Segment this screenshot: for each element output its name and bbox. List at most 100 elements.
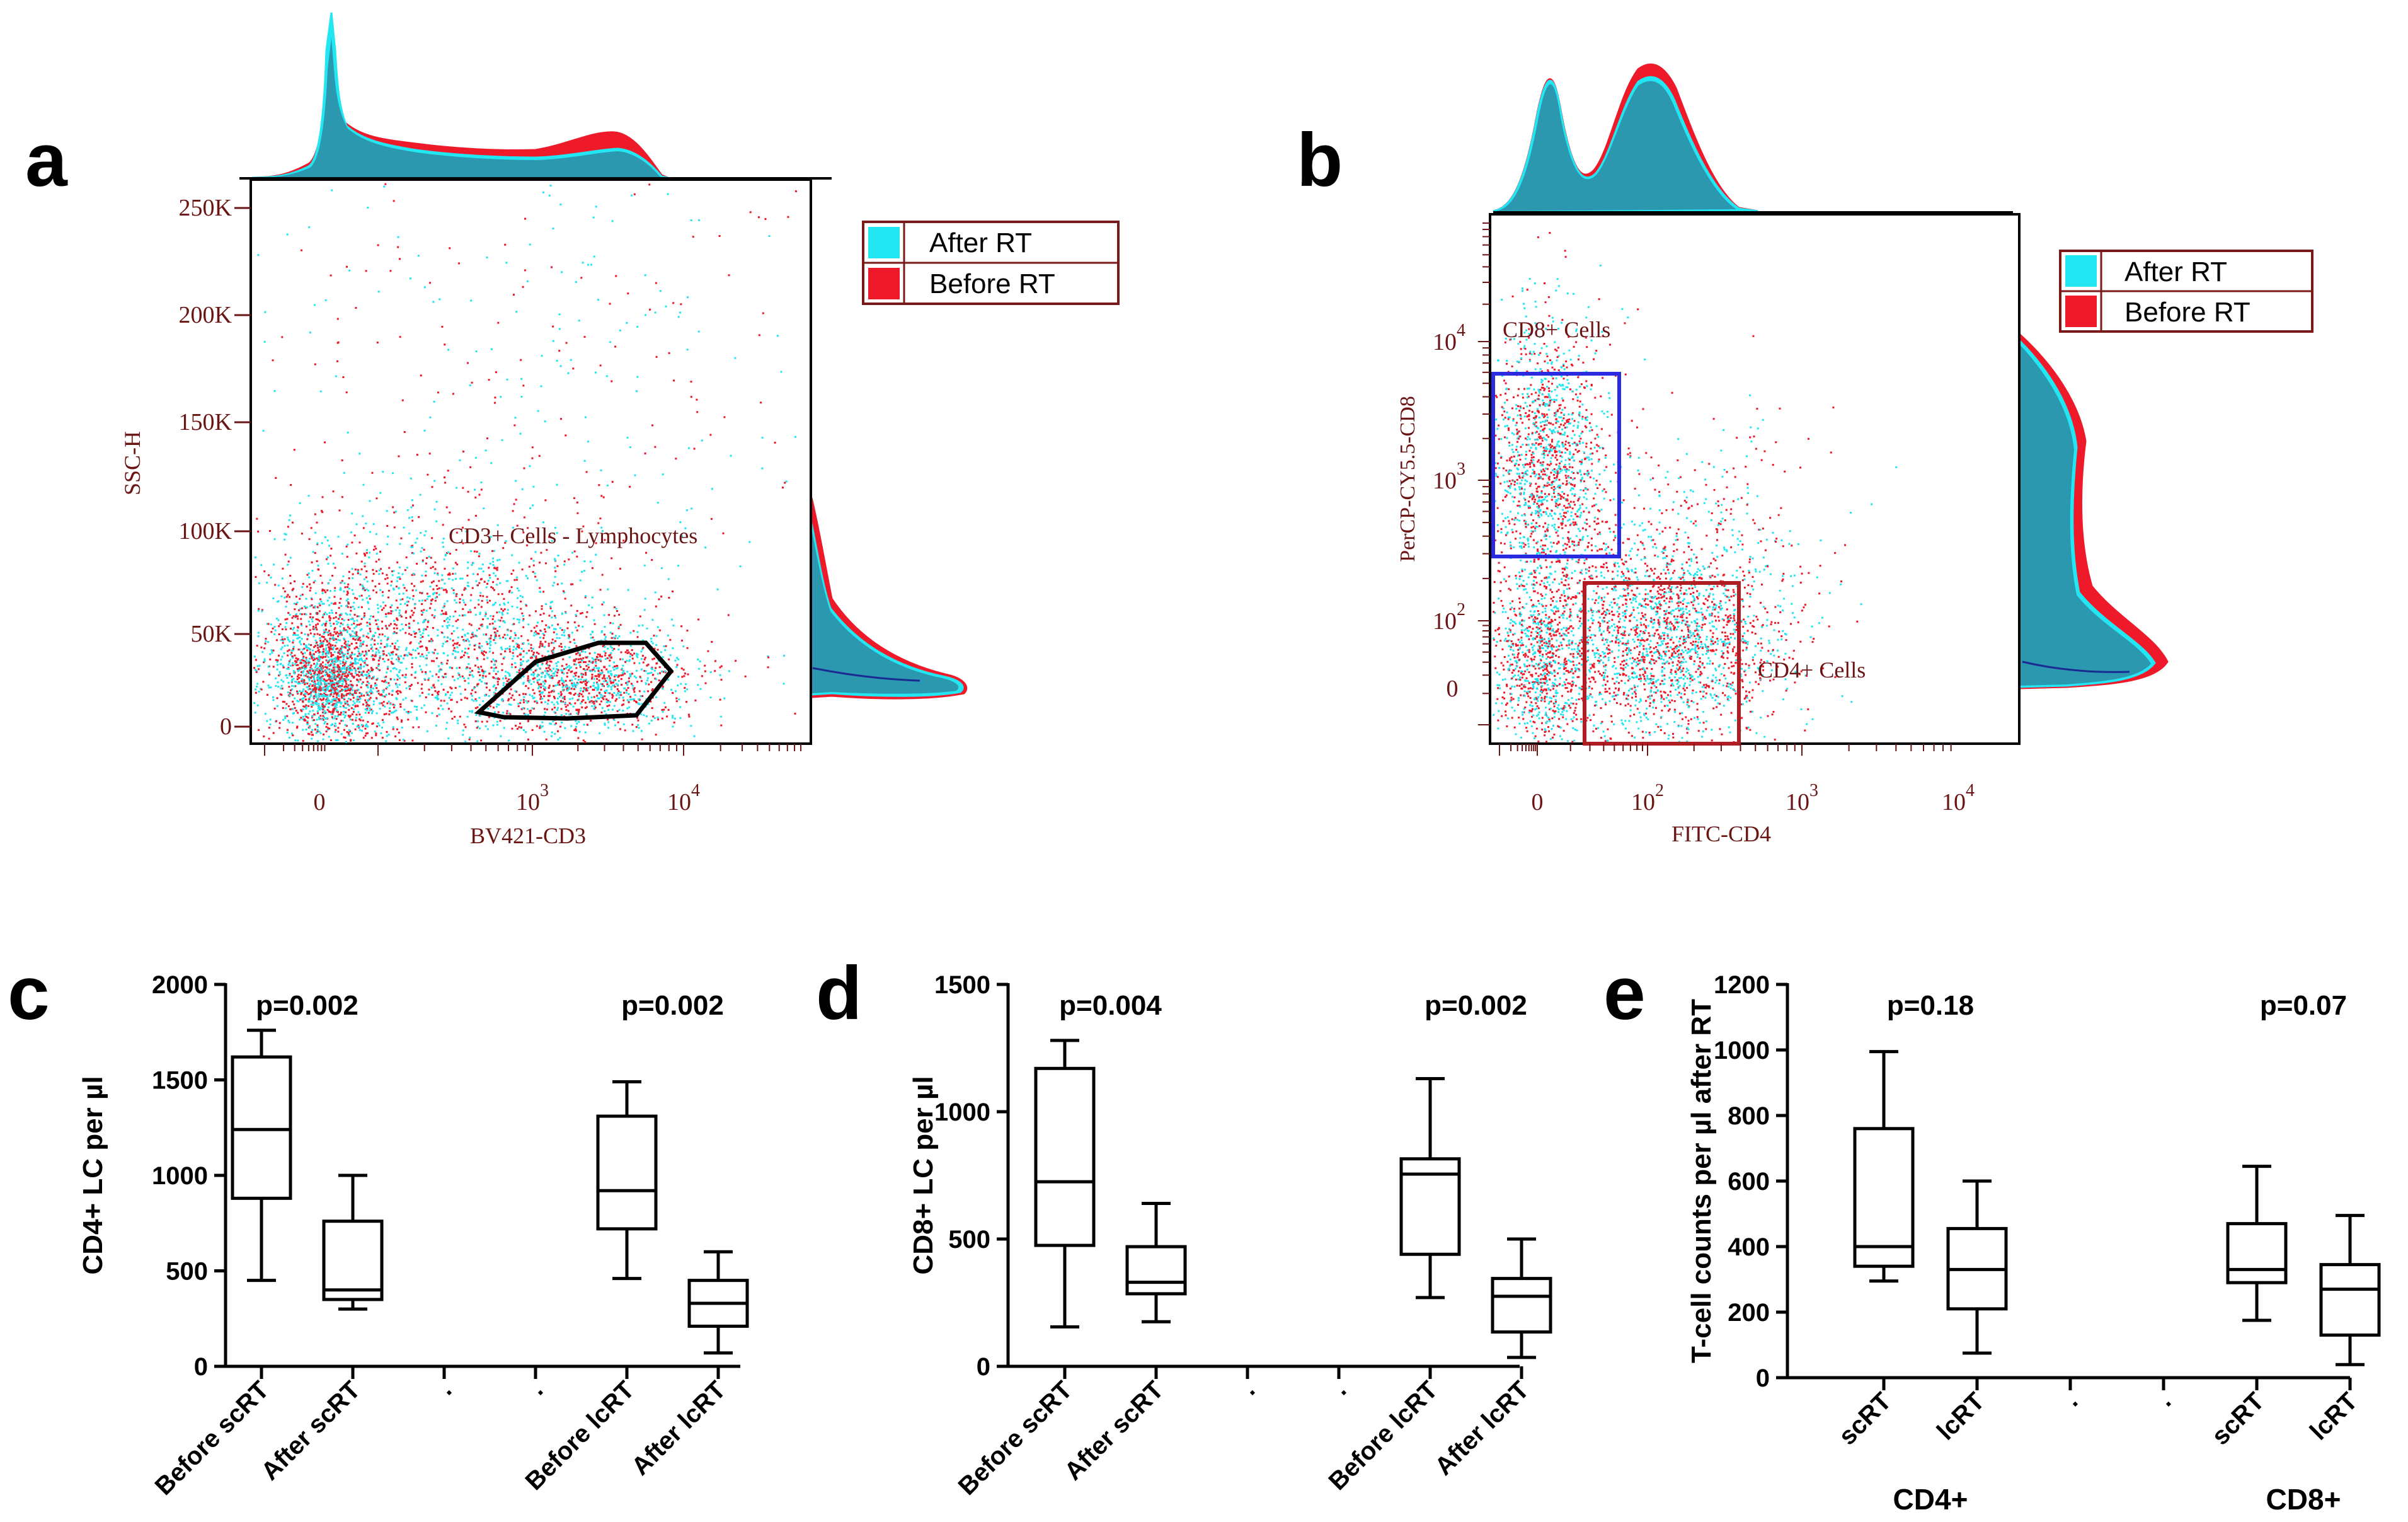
panel-a-x-axis: 0 103 104 [264,744,802,816]
scatter-event-dot [261,651,264,653]
scatter-event-dot [493,667,495,670]
scatter-event-dot [370,689,372,691]
scatter-event-dot [398,566,401,568]
scatter-event-dot [449,247,451,250]
scatter-event-dot [428,556,430,558]
panel-a-legend: After RT Before RT [862,221,1120,305]
scatter-event-dot [392,703,394,706]
scatter-event-dot [302,671,304,674]
scatter-event-dot [478,555,480,558]
scatter-event-dot [416,682,419,684]
scatter-event-dot [589,560,592,563]
scatter-event-dot [299,659,302,662]
scatter-event-dot [411,589,414,592]
scatter-event-dot [364,662,366,664]
scatter-event-dot [256,683,259,685]
scatter-event-dot [638,703,640,705]
scatter-event-dot [448,708,450,710]
scatter-event-dot [323,722,326,725]
scatter-event-dot [416,706,418,708]
scatter-event-dot [542,613,545,614]
scatter-event-dot [389,623,392,625]
scatter-event-dot [386,582,389,585]
scatter-event-dot [294,685,297,688]
scatter-event-dot [313,633,316,635]
scatter-event-dot [360,724,363,726]
scatter-event-dot [508,703,510,706]
scatter-event-dot [1523,472,1525,475]
scatter-event-dot [355,625,357,628]
scatter-event-dot [367,712,370,714]
scatter-event-dot [298,681,301,683]
scatter-event-dot [481,676,484,679]
scatter-event-dot [304,695,306,698]
scatter-event-dot [369,630,372,633]
scatter-event-dot [356,597,358,600]
scatter-event-dot [566,704,569,706]
scatter-event-dot [432,598,434,601]
scatter-event-dot [568,669,570,671]
scatter-event-dot [629,645,632,647]
scatter-event-dot [467,656,470,658]
scatter-event-dot [312,719,315,722]
scatter-event-dot [602,530,604,533]
scatter-event-dot [534,669,537,672]
scatter-event-dot [774,441,776,444]
scatter-event-dot [584,701,587,704]
scatter-event-dot [335,700,336,702]
scatter-event-dot [437,698,440,700]
scatter-event-dot [360,657,362,660]
scatter-event-dot [432,651,434,654]
scatter-event-dot [312,681,314,683]
scatter-event-dot [470,624,473,626]
scatter-event-dot [297,669,300,671]
scatter-event-dot [656,626,659,628]
scatter-event-dot [288,737,290,739]
scatter-event-dot [316,613,318,615]
scatter-event-dot [638,727,640,729]
scatter-event-dot [397,655,399,657]
scatter-event-dot [340,633,343,635]
scatter-event-dot [498,619,500,621]
scatter-event-dot [584,669,587,671]
scatter-event-dot [540,645,542,647]
scatter-event-dot [462,734,464,736]
scatter-event-dot [447,654,449,657]
scatter-event-dot [318,610,321,613]
scatter-event-dot [335,648,338,650]
scatter-event-dot [479,613,481,615]
scatter-event-dot [645,551,647,554]
scatter-event-dot [452,653,454,655]
scatter-event-dot [425,654,428,657]
scatter-event-dot [447,574,449,576]
scatter-event-dot [299,608,302,610]
scatter-event-dot [676,657,678,659]
scatter-event-dot [464,634,466,637]
scatter-event-dot [306,723,308,725]
scatter-event-dot [484,651,487,654]
scatter-event-dot [468,623,471,625]
scatter-event-dot [419,655,421,657]
scatter-event-dot [619,624,622,626]
scatter-event-dot [643,690,646,693]
scatter-event-dot [463,614,466,616]
scatter-event-dot [296,601,299,604]
scatter-event-dot [604,633,605,636]
scatter-event-dot [538,690,541,693]
scatter-event-dot [328,671,331,673]
scatter-event-dot [529,679,531,682]
scatter-event-dot [518,618,520,621]
scatter-event-dot [307,660,310,662]
scatter-event-dot [556,671,559,674]
scatter-event-dot [614,666,616,667]
scatter-event-dot [469,667,471,669]
scatter-event-dot [478,553,481,555]
scatter-event-dot [416,454,418,456]
scatter-event-dot [588,660,590,662]
scatter-event-dot [604,539,606,541]
scatter-event-dot [646,677,649,679]
scatter-event-dot [585,679,587,681]
scatter-event-dot [650,719,653,722]
scatter-event-dot [515,311,518,313]
scatter-event-dot [587,681,590,683]
